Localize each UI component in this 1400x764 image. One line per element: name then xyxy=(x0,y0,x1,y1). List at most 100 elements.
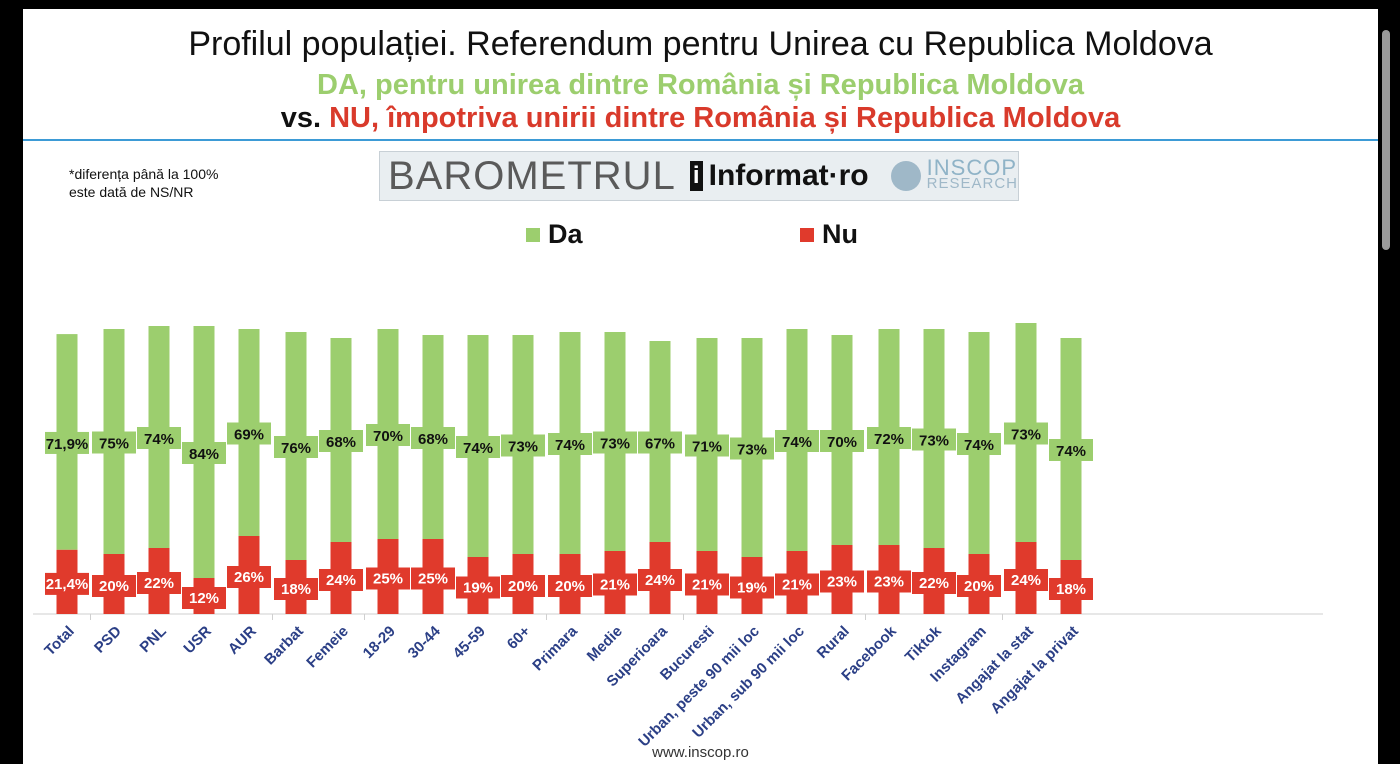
data-label-bg-nu-18 xyxy=(867,570,911,593)
data-label-bg-da-9 xyxy=(456,436,500,458)
x-tick-label-3: USR xyxy=(180,623,215,658)
data-label-da-6: 68% xyxy=(326,434,356,451)
data-label-bg-nu-20 xyxy=(957,575,1001,597)
data-label-bg-da-12 xyxy=(593,431,637,454)
data-label-bg-nu-6 xyxy=(319,569,363,591)
subtitle-nu: NU, împotriva unirii dintre România și R… xyxy=(329,102,1121,134)
data-label-bg-nu-0 xyxy=(45,572,89,595)
data-label-bg-da-1 xyxy=(92,431,136,454)
data-label-da-12: 73% xyxy=(600,436,630,453)
data-label-nu-17: 23% xyxy=(827,574,857,591)
data-label-bg-nu-9 xyxy=(456,576,500,599)
legend-item-nu: Nu xyxy=(800,219,858,250)
data-label-da-10: 73% xyxy=(508,439,538,456)
data-label-nu-21: 24% xyxy=(1011,572,1041,589)
inscop-logo-text: INSCOP xyxy=(926,155,1017,180)
data-label-nu-7: 25% xyxy=(373,571,403,588)
sponsor-banner: BAROMETRUL i Informat·ro INSCOP RESEARCH xyxy=(379,151,1019,201)
x-tick-label-19: Tiktok xyxy=(902,622,946,666)
footnote: *diferența până la 100% este dată de NS/… xyxy=(69,166,219,200)
scrollbar[interactable] xyxy=(1382,30,1390,250)
data-label-bg-da-8 xyxy=(411,427,455,449)
x-tick-label-17: Rural xyxy=(814,623,853,662)
data-label-nu-16: 21% xyxy=(782,577,812,594)
data-label-bg-da-10 xyxy=(501,434,545,457)
data-label-da-5: 76% xyxy=(281,440,311,457)
data-label-da-0: 71,9% xyxy=(46,436,89,453)
data-label-bg-da-18 xyxy=(867,427,911,449)
data-label-nu-11: 20% xyxy=(555,578,585,595)
data-label-da-19: 73% xyxy=(919,433,949,450)
data-label-nu-15: 19% xyxy=(737,580,767,597)
x-tick-label-8: 30-44 xyxy=(405,622,445,662)
data-label-da-2: 74% xyxy=(144,431,174,448)
x-tick-label-12: Medie xyxy=(584,623,626,665)
x-tick-label-5: Barbat xyxy=(261,623,307,669)
data-label-nu-6: 24% xyxy=(326,572,356,589)
data-label-da-14: 71% xyxy=(692,439,722,456)
data-label-nu-1: 20% xyxy=(99,578,129,595)
data-label-bg-nu-1 xyxy=(92,575,136,597)
data-label-bg-da-22 xyxy=(1049,439,1093,461)
data-label-nu-2: 22% xyxy=(144,575,174,592)
data-label-nu-13: 24% xyxy=(645,572,675,589)
data-label-nu-12: 21% xyxy=(600,577,630,594)
data-label-nu-14: 21% xyxy=(692,577,722,594)
data-label-bg-nu-21 xyxy=(1004,569,1048,591)
data-label-da-21: 73% xyxy=(1011,427,1041,444)
data-label-nu-8: 25% xyxy=(418,571,448,588)
x-tick-label-7: 18-29 xyxy=(360,623,399,662)
legend-swatch-nu xyxy=(800,227,814,242)
data-label-bg-da-15 xyxy=(730,437,774,460)
legend-label-nu: Nu xyxy=(822,219,858,249)
data-label-bg-da-4 xyxy=(227,422,271,445)
data-label-bg-nu-11 xyxy=(548,575,592,597)
data-label-bg-da-20 xyxy=(957,433,1001,455)
data-label-bg-nu-7 xyxy=(366,567,410,590)
data-label-bg-da-3 xyxy=(182,442,226,464)
x-tick-label-4: AUR xyxy=(225,623,260,658)
data-label-nu-18: 23% xyxy=(874,574,904,591)
inscop-logo: INSCOP RESEARCH xyxy=(890,155,1018,192)
legend-label-da: Da xyxy=(548,219,583,249)
research-logo-text: RESEARCH xyxy=(926,175,1018,192)
data-label-bg-nu-5 xyxy=(274,578,318,600)
data-label-bg-da-13 xyxy=(638,431,682,454)
subtitle-vs: vs. xyxy=(280,102,322,134)
x-tick-label-6: Femeie xyxy=(303,623,352,672)
data-label-nu-20: 20% xyxy=(964,578,994,595)
data-label-bg-nu-10 xyxy=(501,575,545,597)
x-tick-label-0: Total xyxy=(41,623,78,660)
data-label-bg-da-2 xyxy=(137,427,181,449)
data-label-bg-nu-8 xyxy=(411,567,455,590)
data-label-da-1: 75% xyxy=(99,436,129,453)
informat-logo-text: Informat·ro xyxy=(708,159,869,192)
x-tick-label-2: PNL xyxy=(137,623,170,656)
data-label-da-20: 74% xyxy=(964,437,994,454)
data-label-bg-da-21 xyxy=(1004,422,1048,445)
data-label-bg-nu-14 xyxy=(685,573,729,596)
data-label-da-17: 70% xyxy=(827,434,857,451)
footer-url: www.inscop.ro xyxy=(652,744,749,761)
subtitle-da: DA, pentru unirea dintre România și Repu… xyxy=(317,69,1084,101)
title-divider xyxy=(23,139,1378,141)
data-label-bg-nu-19 xyxy=(912,572,956,594)
data-label-nu-4: 26% xyxy=(234,569,264,586)
data-label-nu-3: 12% xyxy=(189,590,219,607)
data-label-da-8: 68% xyxy=(418,431,448,448)
data-label-da-3: 84% xyxy=(189,446,219,463)
data-label-da-22: 74% xyxy=(1056,443,1086,460)
data-label-bg-nu-4 xyxy=(227,566,271,588)
data-label-da-11: 74% xyxy=(555,437,585,454)
data-label-da-9: 74% xyxy=(463,440,493,457)
data-label-bg-da-14 xyxy=(685,434,729,457)
legend-item-da: Da xyxy=(526,219,583,250)
data-label-bg-nu-16 xyxy=(775,573,819,596)
data-label-bg-da-0 xyxy=(45,431,89,454)
data-label-bg-nu-22 xyxy=(1049,578,1093,600)
data-label-bg-nu-12 xyxy=(593,573,637,596)
legend-swatch-da xyxy=(526,227,540,242)
data-label-nu-9: 19% xyxy=(463,580,493,597)
data-label-bg-nu-3 xyxy=(182,587,226,609)
data-label-bg-da-11 xyxy=(548,433,592,455)
